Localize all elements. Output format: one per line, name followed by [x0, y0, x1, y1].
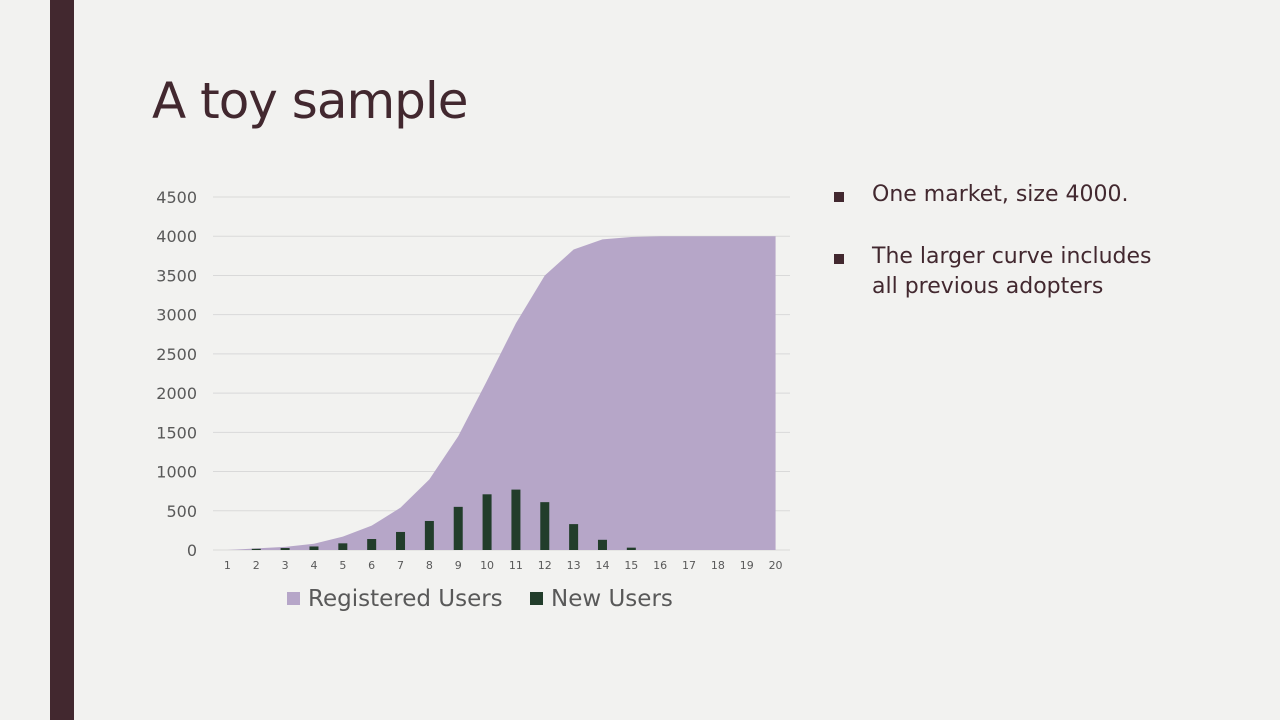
y-axis-ticks: 0 500 1000 1500 2000 2500 3000 3500 4000 4500	[156, 188, 197, 560]
x-tick-label: 8	[426, 559, 433, 572]
bar-new-users	[396, 531, 406, 550]
y-tick-label: 4500	[156, 188, 197, 207]
x-tick-label: 7	[397, 559, 404, 572]
bar-layer	[251, 489, 636, 550]
bar-new-users	[367, 539, 377, 550]
x-tick-label: 2	[253, 559, 260, 572]
x-tick-label: 6	[368, 559, 375, 572]
x-tick-label: 4	[310, 559, 317, 572]
bar-new-users	[482, 494, 492, 550]
x-axis-ticks: 1 2 3 4 5 6 7 8 9 10 11 12 13 14 15 16 17 18 19 20	[224, 559, 783, 572]
bar-new-users	[453, 506, 463, 550]
y-tick-label: 2500	[156, 345, 197, 364]
bar-new-users	[569, 524, 579, 550]
series-area-registered-users	[227, 236, 776, 550]
slide-title: A toy sample	[152, 72, 469, 130]
x-tick-label: 20	[769, 559, 783, 572]
x-tick-label: 3	[282, 559, 289, 572]
bar-new-users	[626, 547, 636, 550]
legend-swatch	[287, 592, 300, 605]
bullet-item: The larger curve includes all previous a…	[832, 242, 1162, 302]
x-tick-label: 10	[480, 559, 494, 572]
y-tick-label: 2000	[156, 384, 197, 403]
y-tick-label: 3500	[156, 266, 197, 285]
legend-swatch	[530, 592, 543, 605]
x-tick-label: 18	[711, 559, 725, 572]
y-tick-label: 0	[187, 541, 197, 560]
x-tick-label: 15	[624, 559, 638, 572]
x-tick-label: 11	[509, 559, 523, 572]
x-tick-label: 12	[538, 559, 552, 572]
bar-new-users	[309, 546, 319, 550]
x-tick-label: 14	[595, 559, 609, 572]
bar-new-users	[511, 489, 521, 550]
bar-new-users	[251, 548, 261, 550]
x-tick-label: 9	[455, 559, 462, 572]
y-tick-label: 500	[166, 502, 197, 521]
x-tick-label: 5	[339, 559, 346, 572]
y-tick-label: 3000	[156, 306, 197, 325]
x-tick-label: 19	[740, 559, 754, 572]
bullet-text: One market, size 4000.	[872, 182, 1129, 207]
legend-label: New Users	[551, 586, 673, 612]
legend-label: Registered Users	[308, 586, 503, 612]
bullet-marker-icon	[834, 254, 844, 264]
side-accent-bar	[50, 0, 74, 720]
bullet-text: The larger curve includes all previous a…	[872, 244, 1152, 299]
x-tick-label: 1	[224, 559, 231, 572]
bullet-list: One market, size 4000. The larger curve …	[832, 180, 1162, 334]
y-tick-label: 4000	[156, 227, 197, 246]
area-layer	[227, 236, 776, 550]
bar-new-users	[280, 548, 290, 550]
bullet-marker-icon	[834, 192, 844, 202]
x-tick-label: 13	[567, 559, 581, 572]
bar-new-users	[597, 539, 607, 550]
x-tick-label: 17	[682, 559, 696, 572]
y-tick-label: 1000	[156, 463, 197, 482]
bar-new-users	[540, 502, 550, 550]
bar-new-users	[424, 520, 434, 550]
x-tick-label: 16	[653, 559, 667, 572]
bullet-item: One market, size 4000.	[832, 180, 1162, 210]
y-tick-label: 1500	[156, 423, 197, 442]
legend: Registered Users New Users	[287, 586, 673, 612]
bar-new-users	[338, 543, 348, 550]
